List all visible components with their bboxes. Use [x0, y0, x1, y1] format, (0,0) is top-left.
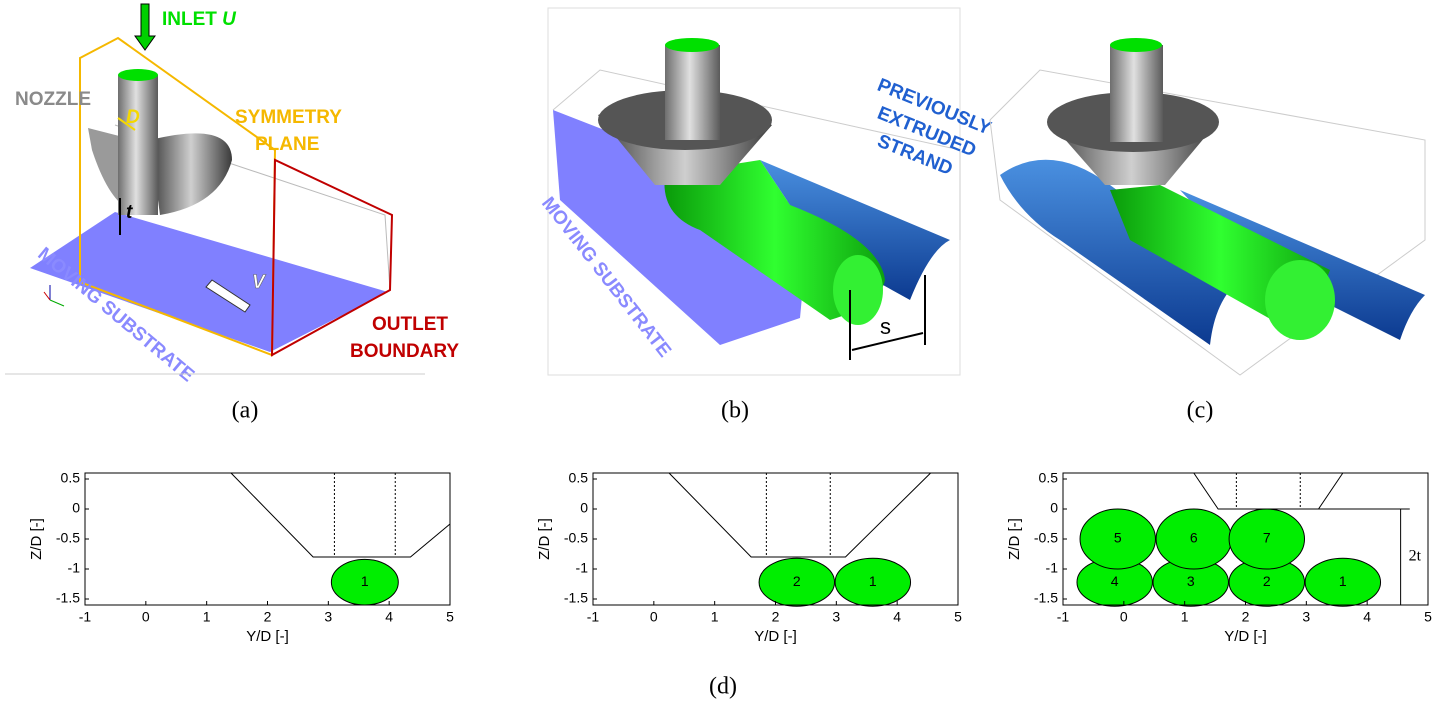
- x-tick-label: 1: [711, 609, 719, 625]
- y-tick-label: -1.5: [56, 590, 80, 606]
- bead-label: 5: [1114, 530, 1122, 546]
- x-tick-label: 0: [142, 609, 150, 625]
- x-tick-label: -1: [587, 609, 600, 625]
- nozzle-outline: [1319, 473, 1343, 509]
- outlet-label: BOUNDARY: [350, 341, 459, 362]
- x-tick-label: 4: [385, 609, 393, 625]
- bead-label: 6: [1190, 530, 1198, 546]
- nozzle-outline: [669, 473, 931, 557]
- x-tick-label: 3: [832, 609, 840, 625]
- x-tick-label: 5: [1424, 609, 1432, 625]
- nozzle-label: NOZZLE: [15, 89, 91, 110]
- x-tick-label: 4: [1363, 609, 1371, 625]
- plot: 1 -1 0 1 2 3 4 5 0.5 0 -0.5 -1 -1.5 Y/D [-] Z/D [-]: [28, 470, 454, 645]
- x-tick-label: 3: [1302, 609, 1310, 625]
- y-tick-label: 0.5: [1039, 470, 1059, 486]
- x-tick-label: 0: [1120, 609, 1128, 625]
- caption: (d): [709, 674, 737, 700]
- caption: (c): [1187, 398, 1214, 424]
- symmetry-label: PLANE: [255, 134, 319, 155]
- y-tick-label: -1.5: [564, 590, 588, 606]
- x-axis-label: Y/D [-]: [754, 628, 797, 645]
- panel-a: INLET U NOZZLE D SYMMETRY PLANE t MOVING…: [5, 4, 459, 424]
- y-tick-label: -0.5: [56, 530, 80, 546]
- strand-face: [833, 255, 883, 325]
- inlet-arrow: [135, 4, 155, 50]
- y-tick-label: 0.5: [569, 470, 589, 486]
- x-tick-label: 0: [650, 609, 658, 625]
- y-tick-label: -1: [68, 560, 81, 576]
- figure: INLET U NOZZLE D SYMMETRY PLANE t MOVING…: [0, 0, 1447, 717]
- inlet-var: U: [222, 9, 237, 30]
- diameter-label: D: [126, 107, 140, 128]
- y-tick-label: 0: [1050, 500, 1058, 516]
- bead-label: 1: [361, 573, 369, 589]
- x-tick-label: 1: [203, 609, 211, 625]
- gap-label: t: [126, 202, 133, 223]
- nozzle-outline: [231, 473, 450, 557]
- x-tick-label: 4: [893, 609, 901, 625]
- nozzle: [1110, 45, 1163, 142]
- nozzle-outline: [1194, 473, 1410, 509]
- y-tick-label: -1: [1046, 560, 1059, 576]
- x-tick-label: -1: [1057, 609, 1070, 625]
- x-axis-label: Y/D [-]: [1224, 628, 1267, 645]
- caption: (a): [232, 398, 259, 424]
- y-tick-label: 0: [72, 500, 80, 516]
- panel-c: (c): [990, 38, 1425, 424]
- y-axis-label: Z/D [-]: [536, 518, 553, 560]
- bead-label: 1: [869, 573, 877, 589]
- nozzle: [665, 45, 720, 140]
- x-tick-label: 2: [772, 609, 780, 625]
- bead-label: 1: [1339, 573, 1347, 589]
- caption: (b): [721, 398, 749, 424]
- axis-y: [50, 300, 64, 306]
- bead-label: 7: [1263, 530, 1271, 546]
- x-tick-label: 1: [1181, 609, 1189, 625]
- y-tick-label: 0: [580, 500, 588, 516]
- x-tick-label: 5: [954, 609, 962, 625]
- y-tick-label: 0.5: [61, 470, 81, 486]
- inlet-label: INLET U: [162, 9, 237, 30]
- plot: 1 2 3 4 5 6 7 2t -1 0 1 2 3 4 5 0.5 0 -0.5 -1 -1.5 Y/D [-] Z/…: [1006, 470, 1432, 645]
- y-tick-label: -0.5: [1034, 530, 1058, 546]
- inlet-face: [665, 38, 719, 52]
- y-tick-label: -1.5: [1034, 590, 1058, 606]
- y-axis-label: Z/D [-]: [1006, 518, 1023, 560]
- nozzle: [118, 75, 158, 215]
- panel-b: s PREVIOUSLY EXTRUDED STRAND MOVING SUBS…: [537, 8, 994, 424]
- x-tick-label: 5: [446, 609, 454, 625]
- strand-face: [1265, 260, 1335, 340]
- symmetry-label: SYMMETRY: [235, 107, 342, 128]
- cone: [150, 133, 232, 215]
- y-tick-label: -1: [576, 560, 589, 576]
- x-axis-label: Y/D [-]: [246, 628, 289, 645]
- inlet-text: INLET: [162, 9, 217, 30]
- spacing-label: s: [880, 314, 891, 339]
- inlet-face: [1110, 38, 1162, 52]
- plot: 1 2 -1 0 1 2 3 4 5 0.5 0 -0.5 -1 -1.5 Y/D [-] Z/D [-]: [536, 470, 962, 645]
- inlet-face: [118, 69, 158, 81]
- outlet-label: OUTLET: [372, 314, 448, 335]
- bead-label: 2: [1263, 573, 1271, 589]
- x-tick-label: 2: [264, 609, 272, 625]
- bead-label: 3: [1187, 573, 1195, 589]
- y-axis-label: Z/D [-]: [28, 518, 45, 560]
- height-label: 2t: [1409, 548, 1422, 565]
- velocity-label: V: [252, 272, 266, 293]
- x-tick-label: 2: [1242, 609, 1250, 625]
- x-tick-label: -1: [79, 609, 92, 625]
- bead-label: 2: [793, 573, 801, 589]
- x-tick-label: 3: [324, 609, 332, 625]
- y-tick-label: -0.5: [564, 530, 588, 546]
- page: INLET U NOZZLE D SYMMETRY PLANE t MOVING…: [0, 0, 1447, 717]
- bead-label: 4: [1111, 573, 1119, 589]
- axis-x: [44, 292, 50, 300]
